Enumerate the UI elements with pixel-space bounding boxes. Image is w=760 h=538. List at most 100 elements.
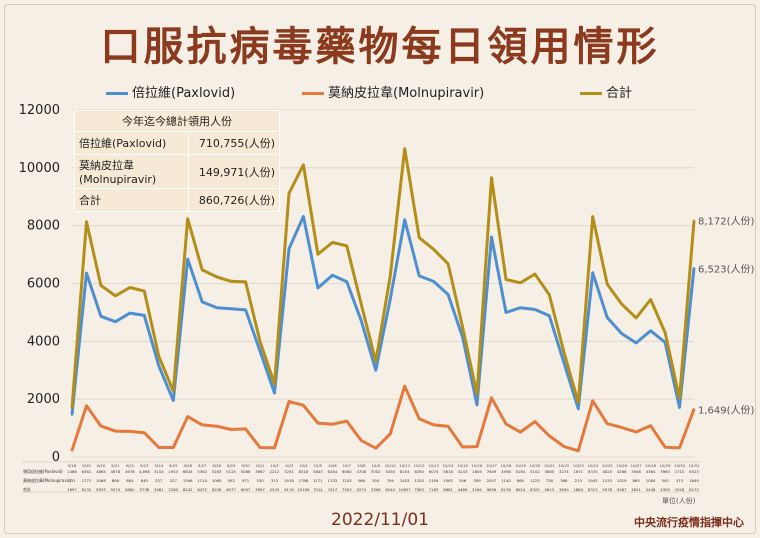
data-point-molnupiravir (504, 422, 508, 426)
x-tick-label: 9/26 (183, 463, 192, 468)
table-cell: 7183 (429, 487, 439, 492)
table-cell: 860 (517, 478, 525, 483)
table-cell: 327 (155, 478, 163, 483)
table-cell: 728 (546, 478, 554, 483)
table-cell: 8242 (183, 487, 193, 492)
table-row-label: 莫納皮拉韋(Molnupiravir) (23, 477, 72, 483)
table-cell: 2212 (270, 469, 280, 474)
x-tick-label: 10/13 (428, 463, 440, 468)
data-point-molnupiravir (331, 423, 334, 426)
table-cell: 2028 (675, 487, 685, 492)
data-point-total (663, 331, 667, 334)
data-point-total (504, 278, 508, 281)
table-cell: 1697 (67, 487, 77, 492)
x-tick-label: 9/23 (140, 463, 149, 468)
data-point-paxlovid (403, 218, 406, 221)
table-cell: 1171 (313, 478, 323, 483)
table-cell: 5574 (111, 487, 121, 492)
data-point-paxlovid (475, 403, 479, 407)
table-cell: 6523 (689, 469, 699, 474)
legend-item-total: 合計 (580, 82, 632, 101)
summary-row: 倍拉維(Paxlovid) 710,755(人份) (74, 131, 280, 155)
data-point-total (389, 275, 392, 278)
table-cell: 6138 (501, 487, 511, 492)
data-point-molnupiravir (85, 404, 88, 407)
table-cell: 340 (661, 478, 669, 483)
data-point-molnupiravir (475, 445, 479, 448)
x-tick-label: 10/31 (689, 463, 701, 468)
data-point-molnupiravir (490, 396, 493, 400)
x-tick-label: 9/19 (82, 463, 91, 468)
data-point-total (533, 272, 537, 276)
table-cell: 7583 (414, 487, 424, 492)
data-point-total (360, 303, 363, 306)
table-cell: 5086 (241, 469, 251, 474)
data-point-total (678, 397, 681, 400)
table-cell: 4811 (631, 487, 641, 492)
table-cell: 5164 (516, 469, 526, 474)
data-point-paxlovid (634, 341, 638, 345)
table-cell: 1320 (414, 478, 424, 483)
data-point-total (70, 406, 74, 410)
x-tick-label: 10/10 (385, 463, 397, 468)
table-cell: 5618 (443, 469, 453, 474)
x-tick-label: 9/28 (212, 463, 221, 468)
data-point-molnupiravir (649, 424, 652, 427)
table-cell: 1805 (472, 469, 482, 474)
x-tick-label: 10/7 (343, 463, 352, 468)
table-cell: 313 (271, 478, 279, 483)
table-cell: 231 (68, 478, 76, 483)
table-cell: 346 (459, 478, 467, 483)
table-cell: 3306 (371, 487, 381, 492)
table-cell: 5978 (602, 487, 612, 492)
table-cell: 1223 (530, 478, 540, 483)
x-tick-label: 10/16 (472, 463, 484, 468)
table-cell: 5450 (385, 469, 395, 474)
x-tick-label: 10/25 (602, 463, 614, 468)
data-point-total (114, 294, 117, 298)
table-cell: 5102 (530, 469, 540, 474)
table-cell: 1788 (299, 478, 309, 483)
source-credit: 中央流行疫情指揮中心 (634, 516, 744, 529)
table-cell: 1953 (168, 469, 178, 474)
summary-value: 149,971(人份) (188, 154, 280, 189)
data-point-paxlovid (215, 306, 218, 309)
data-point-paxlovid (519, 306, 522, 309)
data-point-molnupiravir (287, 400, 291, 403)
table-cell: 330 (256, 478, 264, 483)
table-cell: 4998 (501, 469, 511, 474)
summary-label: 倍拉維(Paxlovid) (74, 131, 189, 155)
data-point-paxlovid (606, 316, 609, 319)
table-cell: 3154 (154, 469, 164, 474)
data-point-molnupiravir (114, 429, 117, 433)
data-point-paxlovid (128, 311, 132, 315)
data-point-total (692, 219, 696, 222)
data-point-molnupiravir (345, 419, 349, 423)
data-point-molnupiravir (143, 431, 146, 434)
table-cell: 4825 (602, 469, 612, 474)
table-cell: 2280 (168, 487, 178, 492)
table-cell: 6060 (342, 469, 352, 474)
table-cell: 6244 (385, 487, 395, 492)
end-value-label-paxlovid: 6,523(人份) (698, 263, 755, 275)
table-cell: 1466 (67, 469, 77, 474)
data-point-paxlovid (331, 274, 334, 277)
data-point-paxlovid (417, 274, 421, 278)
table-cell: 359 (473, 478, 481, 483)
legend-label-molnupiravir: 莫納皮拉韋(Molnupiravir) (328, 86, 485, 101)
data-point-molnupiravir (157, 446, 160, 449)
data-point-molnupiravir (446, 425, 450, 428)
y-tick-label: 8000 (27, 219, 60, 234)
x-tick-label: 10/18 (500, 463, 512, 468)
x-tick-label: 10/3 (285, 463, 294, 468)
table-cell: 6077 (226, 487, 236, 492)
data-point-molnupiravir (432, 423, 435, 427)
table-row-label: 合計 (23, 486, 31, 492)
data-point-total (331, 241, 334, 244)
data-point-molnupiravir (562, 445, 566, 448)
table-cell: 6263 (414, 469, 424, 474)
table-cell: 4708 (356, 469, 366, 474)
data-point-paxlovid (446, 293, 450, 296)
table-cell: 366 (560, 478, 568, 483)
table-cell: 3274 (559, 469, 569, 474)
